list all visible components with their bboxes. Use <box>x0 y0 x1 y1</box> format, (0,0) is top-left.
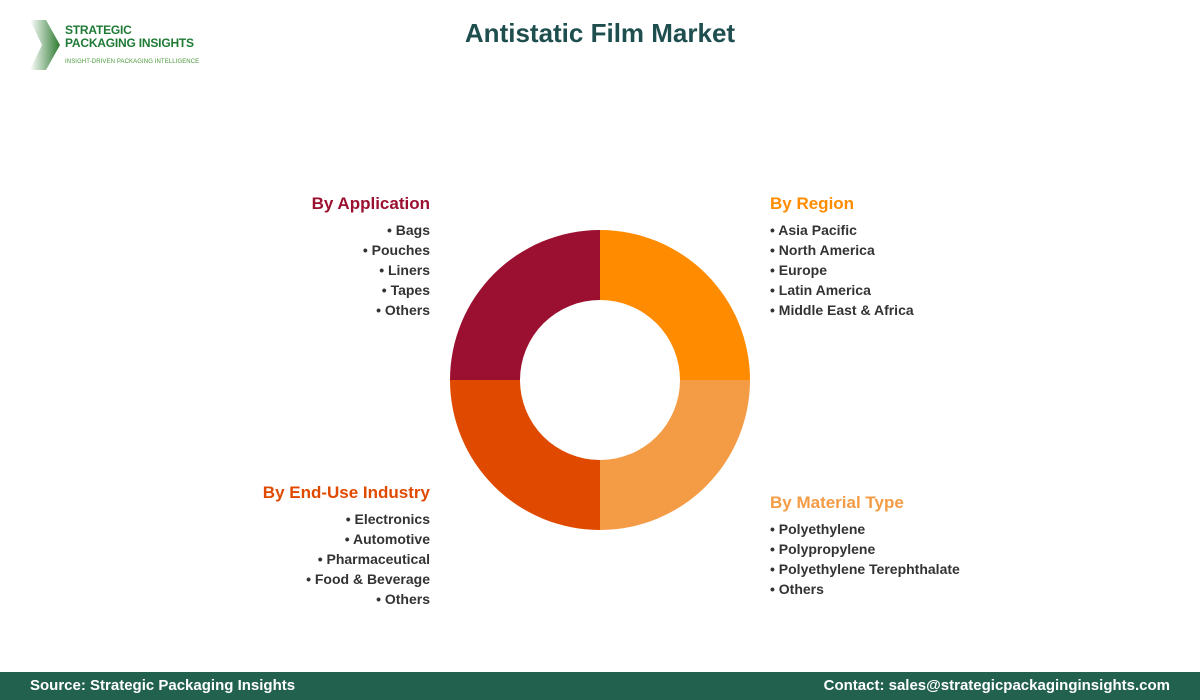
segment-end-use-industry: By End-Use Industry • Electronics • Autom… <box>263 483 430 609</box>
segment-item: • Polyethylene Terephthalate <box>770 561 960 577</box>
donut-segment-end-use-industry <box>450 380 600 530</box>
segment-heading: By Material Type <box>770 493 904 512</box>
segment-item: • Polyethylene <box>770 521 866 537</box>
segment-item: • Automotive <box>344 531 430 547</box>
donut-segment-region <box>600 230 750 380</box>
segment-item: • Latin America <box>770 282 871 298</box>
segment-material-type: By Material Type • Polyethylene • Polypro… <box>770 493 960 599</box>
donut-segment-material-type <box>600 380 750 530</box>
donut-segment-application <box>450 230 600 380</box>
logo-name: STRATEGIC PACKAGING INSIGHTS <box>65 23 194 50</box>
logo: STRATEGIC PACKAGING INSIGHTS INSIGHT-DRIV… <box>30 18 210 74</box>
segment-item: • Asia Pacific <box>770 222 857 238</box>
segment-item: • Others <box>770 581 824 597</box>
logo-chevron-icon <box>30 20 60 70</box>
page-title: Antistatic Film Market <box>464 18 736 48</box>
footer-contact[interactable]: Contact: sales@strategicpackaginginsight… <box>823 677 1170 694</box>
segment-item: • Food & Beverage <box>306 571 430 587</box>
footer-source: Source: Strategic Packaging Insights <box>30 677 296 694</box>
segment-heading: By Application <box>311 194 430 213</box>
segment-item: • Middle East & Africa <box>770 302 914 318</box>
segment-heading: By End-Use Industry <box>262 483 430 502</box>
segment-region: By Region • Asia Pacific • North America •… <box>770 194 914 320</box>
logo-tagline: INSIGHT-DRIVEN PACKAGING INTELLIGENCE <box>65 59 200 65</box>
footer: Source: Strategic Packaging Insights Con… <box>0 672 1200 700</box>
segment-application: By Application • Bags • Pouches • Liners • … <box>312 194 430 320</box>
segment-item: • Polypropylene <box>770 541 876 557</box>
segment-item: • Bags <box>386 222 430 238</box>
segment-item: • Tapes <box>381 282 430 298</box>
segment-item: • Others <box>376 591 430 607</box>
segment-item: • Europe <box>770 262 828 278</box>
segment-heading: By Region <box>770 194 855 213</box>
segment-item: • Electronics <box>345 511 430 527</box>
segment-item: • Pouches <box>362 242 430 258</box>
segment-item: • Pharmaceutical <box>317 551 430 567</box>
segment-item: • Liners <box>379 262 430 278</box>
segment-item: • North America <box>770 242 875 258</box>
segment-item: • Others <box>376 302 430 318</box>
